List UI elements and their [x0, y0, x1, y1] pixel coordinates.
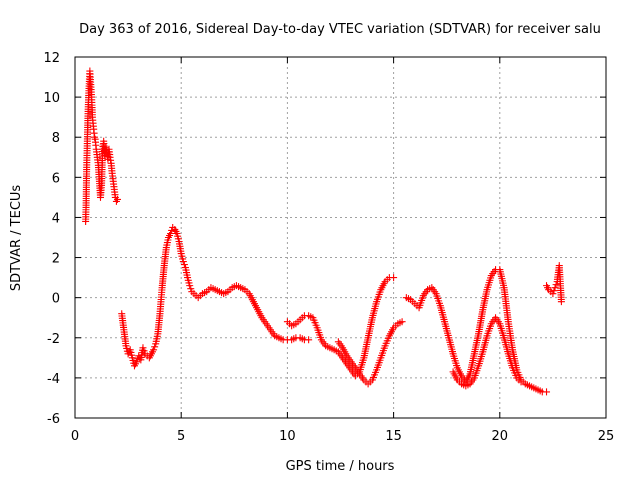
- x-tick-label: 20: [492, 429, 509, 444]
- series-segment-7: [543, 262, 565, 306]
- plot-border: [74, 56, 607, 419]
- data-points: [82, 67, 565, 396]
- plot-frame: [74, 56, 607, 419]
- y-tick-label: -6: [47, 412, 60, 427]
- data-point: [113, 195, 121, 203]
- data-point: [517, 378, 525, 386]
- y-tick-label: 2: [52, 252, 60, 267]
- data-point: [398, 318, 406, 326]
- data-point: [167, 229, 175, 237]
- y-tick-label: 0: [52, 292, 60, 307]
- series-segment-5: [402, 266, 551, 396]
- data-point: [180, 261, 188, 269]
- x-axis-label: GPS time / hours: [286, 459, 395, 474]
- data-point: [187, 285, 195, 293]
- data-point: [557, 298, 565, 306]
- grid: [75, 57, 606, 418]
- tick-labels: 0 5 10 15 20 25 -6 -4 -2 0 2 4 6 8 10 12: [43, 51, 614, 444]
- data-point: [139, 344, 147, 352]
- data-point: [179, 258, 187, 266]
- y-tick-label: 10: [43, 91, 60, 106]
- series-segment-6: [449, 314, 525, 390]
- y-tick-label: 4: [52, 211, 60, 226]
- data-point: [133, 358, 141, 366]
- x-tick-label: 25: [598, 429, 615, 444]
- data-point: [549, 290, 557, 298]
- y-axis-label: SDTVAR / TECUs: [9, 185, 24, 292]
- y-tick-label: 6: [52, 171, 60, 186]
- x-tick-label: 10: [279, 429, 296, 444]
- data-point: [305, 336, 313, 344]
- series-segment-4: [334, 318, 406, 388]
- data-point: [552, 281, 560, 289]
- data-point: [151, 343, 159, 351]
- data-point: [550, 287, 558, 295]
- y-tick-label: 8: [52, 131, 60, 146]
- x-tick-label: 5: [177, 429, 185, 444]
- x-tick-label: 15: [385, 429, 402, 444]
- series-segment-1: [82, 67, 121, 225]
- data-point: [543, 388, 551, 396]
- x-tick-label: 0: [71, 429, 79, 444]
- series-segment-3: [283, 274, 398, 380]
- series-segment-2: [118, 223, 313, 370]
- data-point: [150, 346, 158, 354]
- data-point: [168, 226, 176, 234]
- y-tick-label: -4: [47, 372, 60, 387]
- chart-title: Day 363 of 2016, Sidereal Day-to-day VTE…: [79, 22, 601, 37]
- y-tick-label: 12: [43, 51, 60, 66]
- y-tick-label: -2: [47, 332, 60, 347]
- data-point: [140, 347, 148, 355]
- data-point: [186, 282, 194, 290]
- data-point: [390, 274, 398, 282]
